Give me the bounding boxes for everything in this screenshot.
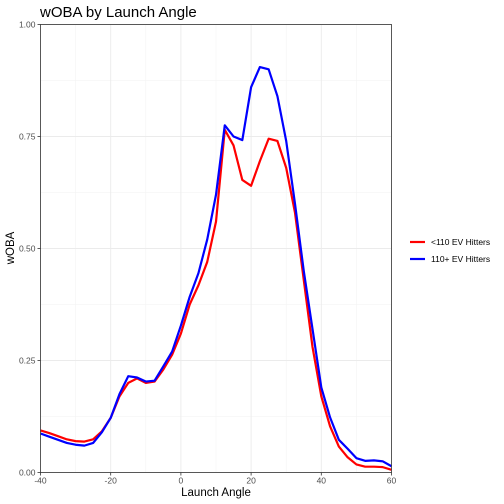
series-line-2 <box>40 65 393 468</box>
y-tick-label: 0.25 <box>19 356 36 366</box>
series-lines <box>40 65 393 471</box>
y-tick-label: 0.75 <box>19 132 36 142</box>
x-tick-label: 40 <box>317 476 327 486</box>
x-tick-label: 20 <box>246 476 256 486</box>
x-tick-label: -20 <box>105 476 118 486</box>
legend-label-1: <110 EV Hitters <box>431 237 490 247</box>
legend: <110 EV Hitters 110+ EV Hitters <box>410 237 490 264</box>
y-axis-title: wOBA <box>5 231 17 265</box>
x-tick-label: 60 <box>387 476 397 486</box>
y-tick-label: 0.00 <box>19 468 36 478</box>
series-line-1 <box>40 128 392 471</box>
x-tick-label: -40 <box>34 476 47 486</box>
x-tick-label: 0 <box>179 476 184 486</box>
y-axis: 0.00 0.25 0.50 0.75 1.00 <box>19 20 41 478</box>
chart-title: wOBA by Launch Angle <box>39 4 197 21</box>
x-axis-title: Launch Angle <box>181 487 251 499</box>
y-tick-label: 1.00 <box>19 20 36 30</box>
y-tick-label: 0.50 <box>19 244 36 254</box>
x-axis: -40 -20 0 20 40 60 <box>34 472 397 486</box>
legend-label-2: 110+ EV Hitters <box>431 254 490 264</box>
